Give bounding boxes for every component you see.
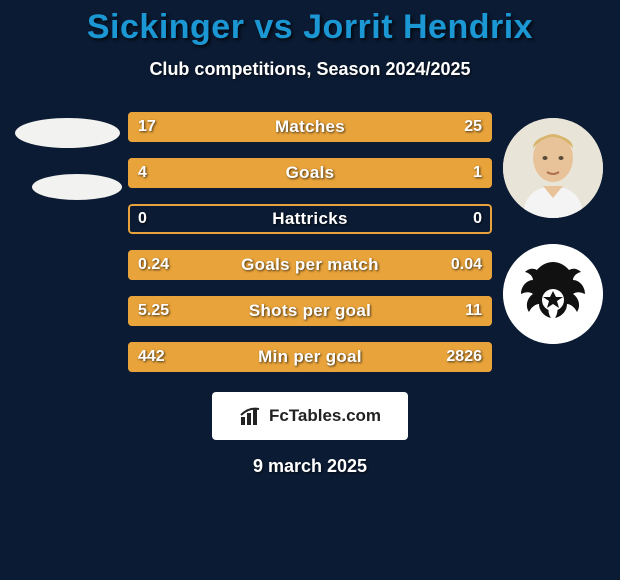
bar-value-right: 1 [473,164,482,182]
bar-label: Goals [286,163,335,183]
bar-segment-left [128,158,419,188]
bar-value-left: 0.24 [138,256,169,274]
bar-label: Goals per match [241,255,379,275]
right-column [498,112,608,344]
brand-text: FcTables.com [269,406,381,426]
player-a-photo-placeholder [15,118,120,148]
stat-bar: 0.24 0.04 Goals per match [128,250,492,280]
bar-value-left: 0 [138,210,147,228]
player-b-photo [503,118,603,218]
brand-badge: FcTables.com [212,392,408,440]
body-row: 17 25 Matches 4 1 Goals 0 0 Hattricks 0.24 0.04 Goa… [8,112,612,372]
bar-label: Matches [275,117,345,137]
comparison-card: Sickinger vs Jorrit Hendrix Club competi… [0,0,620,580]
eagle-crest-icon [503,244,603,344]
left-column [12,112,122,200]
bar-value-right: 2826 [446,348,482,366]
stat-bar: 5.25 11 Shots per goal [128,296,492,326]
bar-chart-icon [239,405,265,427]
player-icon [503,118,603,218]
bar-label: Shots per goal [249,301,371,321]
stat-bar: 442 2826 Min per goal [128,342,492,372]
bar-value-left: 442 [138,348,165,366]
date: 9 march 2025 [8,456,612,477]
bar-label: Hattricks [272,209,347,229]
stat-bars: 17 25 Matches 4 1 Goals 0 0 Hattricks 0.24 0.04 Goa… [122,112,498,372]
bar-value-right: 25 [464,118,482,136]
subtitle: Club competitions, Season 2024/2025 [8,59,612,80]
stat-bar: 4 1 Goals [128,158,492,188]
bar-value-left: 4 [138,164,147,182]
bar-value-left: 17 [138,118,156,136]
bar-value-left: 5.25 [138,302,169,320]
bar-label: Min per goal [258,347,362,367]
stat-bar: 0 0 Hattricks [128,204,492,234]
bar-value-right: 0.04 [451,256,482,274]
player-b-crest [503,244,603,344]
bar-value-right: 0 [473,210,482,228]
page-title: Sickinger vs Jorrit Hendrix [8,8,612,47]
player-a-crest-placeholder [32,174,122,200]
stat-bar: 17 25 Matches [128,112,492,142]
bar-value-right: 11 [465,302,482,320]
